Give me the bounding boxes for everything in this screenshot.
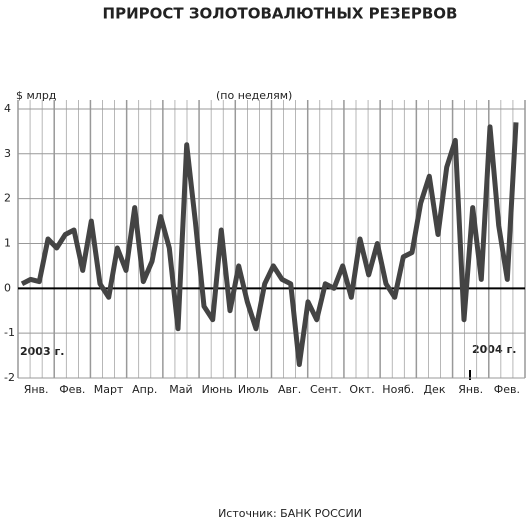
chart-title: ПРИРОСТ ЗОЛОТОВАЛЮТНЫХ РЕЗЕРВОВ	[103, 5, 458, 23]
y-tick-label: 2	[4, 192, 11, 205]
y-tick-label: 0	[4, 281, 11, 294]
x-tick-label: Март	[94, 383, 124, 396]
subtitle: (по неделям)	[216, 89, 292, 102]
x-tick-label: Нояб.	[382, 383, 414, 396]
x-tick-label: Июль	[238, 383, 269, 396]
y-tick-label: 4	[4, 102, 11, 115]
x-tick-label: Фев.	[59, 383, 85, 396]
annotation: 2004 г.	[472, 343, 516, 356]
x-tick-label: Фев.	[494, 383, 520, 396]
x-tick-label: Сент.	[310, 383, 342, 396]
data-line	[20, 122, 519, 367]
x-tick-label: Авг.	[278, 383, 301, 396]
x-tick-label: Янв.	[458, 383, 483, 396]
x-tick-label: Янв.	[24, 383, 49, 396]
x-tick-label: Апр.	[132, 383, 157, 396]
x-tick-label: Май	[169, 383, 192, 396]
x-tick-label: Окт.	[349, 383, 374, 396]
source: Источник: БАНК РОССИИ	[218, 507, 362, 520]
y-axis-label: $ млрд	[16, 89, 57, 102]
y-tick-label: 3	[4, 147, 11, 160]
y-tick-label: 1	[4, 236, 11, 249]
y-tick-label: -2	[4, 371, 15, 384]
y-tick-label: -1	[4, 326, 15, 339]
x-tick-label: Июнь	[202, 383, 233, 396]
x-tick-label: Дек	[423, 383, 445, 396]
